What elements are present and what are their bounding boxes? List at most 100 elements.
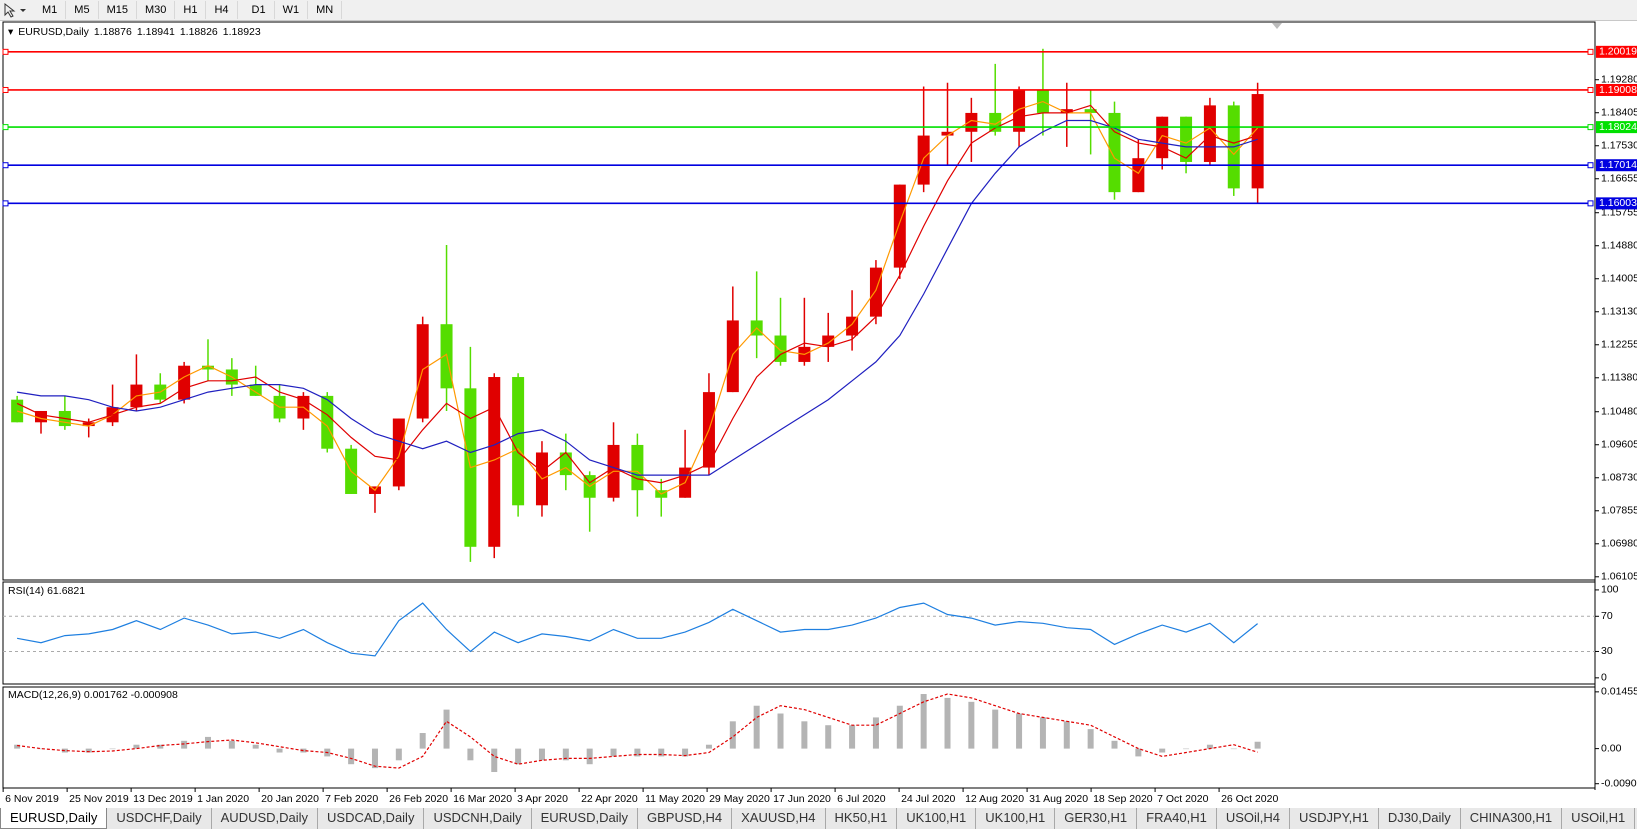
chart-tab[interactable]: GER30,H1 bbox=[1055, 808, 1138, 829]
chart-tab[interactable]: GBPUSD,H4 bbox=[638, 808, 733, 829]
macd-bar bbox=[777, 713, 784, 749]
x-tick-label: 6 Jul 2020 bbox=[837, 793, 886, 805]
macd-bar bbox=[133, 744, 140, 749]
level-handle bbox=[2, 124, 9, 131]
timeframe-button[interactable]: H4 bbox=[206, 1, 238, 19]
x-tick-label: 22 Apr 2020 bbox=[581, 793, 638, 805]
x-tick-label: 7 Feb 2020 bbox=[325, 793, 378, 805]
candle-body bbox=[893, 184, 906, 268]
y-tick-label: 1.12255 bbox=[1601, 339, 1637, 351]
macd-bar bbox=[1230, 748, 1237, 750]
main-pane-header: ▾ EURUSD,Daily 1.18876 1.18941 1.18826 1.1892… bbox=[8, 26, 261, 38]
y-tick-label: -0.00900 bbox=[1601, 777, 1637, 789]
chart-tab[interactable]: USOil,H1 bbox=[1562, 808, 1636, 829]
candle-body bbox=[631, 444, 644, 491]
y-tick-label: 0.014556 bbox=[1601, 686, 1637, 698]
timeframe-button[interactable]: M1 bbox=[34, 1, 67, 19]
macd-bar bbox=[276, 748, 283, 753]
macd-bar bbox=[1254, 741, 1261, 749]
chart-tab[interactable]: UK100,H1 bbox=[976, 808, 1056, 829]
indicator-title: RSI(14) 61.6821 bbox=[8, 585, 86, 597]
macd-bar bbox=[658, 748, 665, 757]
quote: 1.18923 bbox=[222, 26, 261, 38]
timeframe-button[interactable]: M15 bbox=[99, 1, 137, 19]
chart-tab[interactable]: USOil,H4 bbox=[1217, 808, 1291, 829]
candle-body bbox=[1180, 116, 1193, 162]
macd-bar bbox=[1111, 740, 1118, 749]
chart-tab[interactable]: UK100,H1 bbox=[897, 808, 977, 829]
candle-body bbox=[82, 422, 95, 427]
candle-body bbox=[249, 384, 262, 396]
x-tick-label: 7 Oct 2020 bbox=[1157, 793, 1209, 805]
chart-tab[interactable]: USDJPY,H1 bbox=[1290, 808, 1379, 829]
y-tick-label: 1.18405 bbox=[1601, 107, 1637, 119]
chart-tab[interactable]: HK50,H1 bbox=[826, 808, 898, 829]
level-label-box bbox=[1596, 197, 1637, 210]
macd-bar bbox=[1159, 748, 1166, 753]
chart-tab[interactable]: DJ30,Daily bbox=[1379, 808, 1461, 829]
chart-area: 1.19280 1.18405 1.17530 1.16655 1.15755 1.148… bbox=[2, 21, 1637, 805]
timeframe-button[interactable]: W1 bbox=[275, 1, 309, 19]
level-label-box bbox=[1596, 121, 1637, 134]
x-tick-label: 31 Aug 2020 bbox=[1029, 793, 1088, 805]
candle-body bbox=[989, 112, 1002, 132]
level-label: 1.19008 bbox=[1599, 84, 1637, 96]
chart-tab[interactable]: XAUUSD,H4 bbox=[732, 808, 826, 829]
x-tick-label: 26 Feb 2020 bbox=[389, 793, 448, 805]
macd-bar bbox=[252, 744, 259, 749]
chart-tab[interactable]: USDCAD,Daily bbox=[318, 808, 425, 829]
x-tick-label: 1 Jan 2020 bbox=[197, 793, 249, 805]
timeframe-button[interactable]: M30 bbox=[137, 1, 176, 19]
timeframe-button[interactable]: D1 bbox=[244, 1, 275, 19]
macd-bar bbox=[1206, 744, 1213, 749]
level-label: 1.20019 bbox=[1599, 46, 1637, 58]
candle-body bbox=[35, 410, 48, 423]
candle-body bbox=[822, 335, 835, 347]
pane-frame bbox=[2, 686, 1596, 789]
chart-tabs: EURUSD,Daily USDCHF,Daily AUDUSD,Daily USDC… bbox=[0, 808, 1637, 829]
macd-bar bbox=[729, 721, 736, 749]
chart-tab[interactable]: EURUSD,Daily bbox=[0, 808, 108, 829]
level-label-box bbox=[1596, 45, 1637, 58]
candle-body bbox=[846, 316, 859, 336]
macd-bar bbox=[181, 740, 188, 749]
chart-tab[interactable]: CHINA300,H1 bbox=[1461, 808, 1563, 829]
x-tick-label: 3 Apr 2020 bbox=[517, 793, 568, 805]
level-label-box bbox=[1596, 159, 1637, 172]
macd-bar bbox=[1087, 729, 1094, 749]
chart-tab[interactable]: AUDUSD,Daily bbox=[212, 808, 319, 829]
level-handle bbox=[2, 200, 9, 207]
candle-body bbox=[1084, 109, 1097, 113]
timeframe-button[interactable]: H1 bbox=[175, 1, 207, 19]
y-tick-label: 1.13130 bbox=[1601, 306, 1637, 318]
macd-bar bbox=[968, 701, 975, 749]
macd-bar bbox=[371, 748, 378, 769]
y-tick-label: 70 bbox=[1601, 610, 1613, 622]
moving-average bbox=[16, 104, 1258, 484]
y-tick-label: 30 bbox=[1601, 645, 1613, 657]
timeframe-button[interactable]: MN bbox=[308, 1, 343, 19]
chart-tab[interactable]: USDCNH,Daily bbox=[424, 808, 532, 829]
level-handle bbox=[2, 86, 9, 93]
cursor-tool[interactable] bbox=[0, 1, 34, 19]
chart-tab[interactable]: EURUSD,Daily bbox=[532, 808, 638, 829]
macd-bar bbox=[992, 709, 999, 749]
chart-tab[interactable]: FRA40,H1 bbox=[1137, 808, 1217, 829]
x-tick-label: 17 Jun 2020 bbox=[773, 793, 831, 805]
macd-bar bbox=[562, 748, 569, 761]
candle-body bbox=[512, 377, 525, 506]
y-tick-label: 100 bbox=[1601, 584, 1619, 596]
quote: 1.18826 bbox=[179, 26, 218, 38]
y-tick-label: 1.11380 bbox=[1601, 372, 1637, 384]
y-tick-label: 1.14005 bbox=[1601, 273, 1637, 285]
macd-bar bbox=[109, 748, 116, 750]
macd-bar bbox=[204, 736, 211, 749]
level-handle bbox=[2, 162, 9, 169]
y-tick-label: 0.00 bbox=[1601, 742, 1622, 754]
timeframe-button[interactable]: M5 bbox=[66, 1, 99, 19]
macd-bar bbox=[538, 748, 545, 761]
chart-tab[interactable]: USDCHF,Daily bbox=[107, 808, 212, 829]
macd-bar bbox=[228, 740, 235, 749]
macd-bar bbox=[682, 748, 689, 757]
